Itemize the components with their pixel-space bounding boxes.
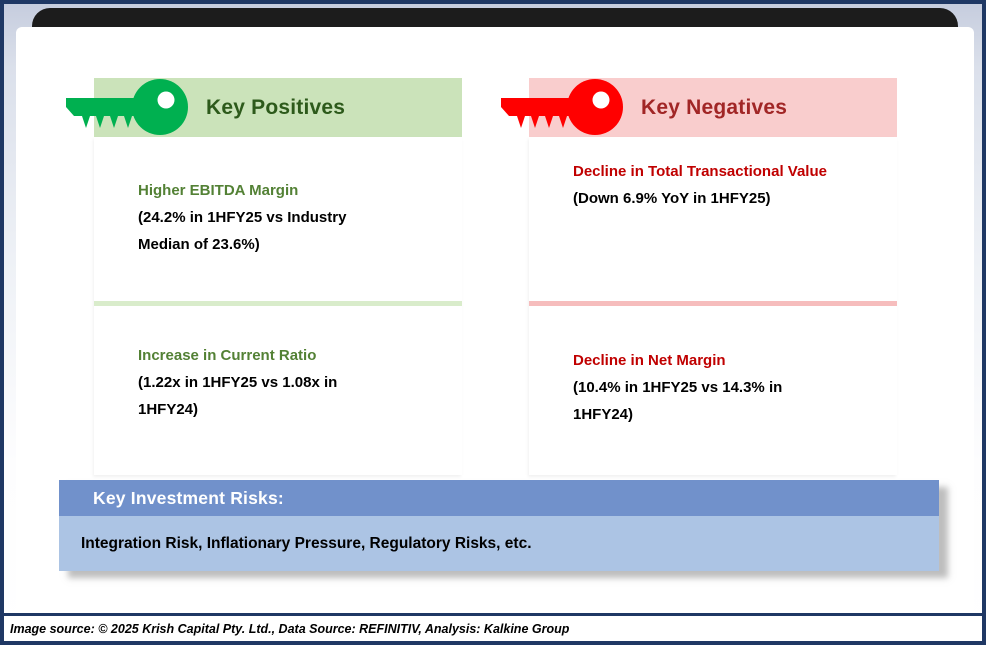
positive-item-1: Higher EBITDA Margin (24.2% in 1HFY25 vs… xyxy=(94,137,462,301)
positive-item-1-heading: Higher EBITDA Margin xyxy=(138,182,299,199)
key-head xyxy=(132,79,188,135)
risks-body: Integration Risk, Inflationary Pressure,… xyxy=(59,516,939,571)
key-negatives-card: Decline in Total Transactional Value (Do… xyxy=(529,137,897,475)
negative-item-2-detail: (10.4% in 1HFY25 vs 14.3% in 1HFY24) xyxy=(573,379,783,423)
positive-item-2-heading: Increase in Current Ratio xyxy=(138,347,317,364)
key-shaft xyxy=(501,98,575,128)
positives-divider xyxy=(94,301,462,306)
negative-item-1: Decline in Total Transactional Value (Do… xyxy=(529,137,897,301)
red-key-icon xyxy=(501,79,623,135)
list-item: Higher EBITDA Margin (24.2% in 1HFY25 vs… xyxy=(94,137,462,258)
key-investment-risks-box: Key Investment Risks: Integration Risk, … xyxy=(59,480,939,571)
negative-item-2: Decline in Net Margin (10.4% in 1HFY25 v… xyxy=(529,306,897,475)
key-negatives-title: Key Negatives xyxy=(641,96,788,119)
risks-text: Integration Risk, Inflationary Pressure,… xyxy=(81,534,532,552)
negatives-divider xyxy=(529,301,897,306)
key-positives-card: Higher EBITDA Margin (24.2% in 1HFY25 vs… xyxy=(94,137,462,475)
key-head xyxy=(567,79,623,135)
green-key-icon xyxy=(66,79,188,135)
key-shaft xyxy=(66,98,140,128)
negative-item-2-heading: Decline in Net Margin xyxy=(573,352,726,369)
risks-header-bar: Key Investment Risks: xyxy=(59,480,939,516)
negative-item-1-detail: (Down 6.9% YoY in 1HFY25) xyxy=(573,190,771,207)
list-item: Decline in Total Transactional Value (Do… xyxy=(529,137,897,212)
image-source-footer: Image source: © 2025 Krish Capital Pty. … xyxy=(4,613,982,641)
risks-title: Key Investment Risks: xyxy=(93,488,284,508)
key-positives-title: Key Positives xyxy=(206,96,346,119)
list-item: Decline in Net Margin (10.4% in 1HFY25 v… xyxy=(529,306,897,428)
positive-item-2: Increase in Current Ratio (1.22x in 1HFY… xyxy=(94,306,462,475)
key-hole xyxy=(592,91,610,109)
list-item: Increase in Current Ratio (1.22x in 1HFY… xyxy=(94,306,462,423)
positive-item-2-detail: (1.22x in 1HFY25 vs 1.08x in 1HFY24) xyxy=(138,374,338,418)
positive-item-1-detail: (24.2% in 1HFY25 vs Industry Median of 2… xyxy=(138,209,347,253)
negative-item-1-heading: Decline in Total Transactional Value xyxy=(573,163,827,180)
key-hole xyxy=(157,91,175,109)
footer-text: Image source: © 2025 Krish Capital Pty. … xyxy=(10,621,570,636)
